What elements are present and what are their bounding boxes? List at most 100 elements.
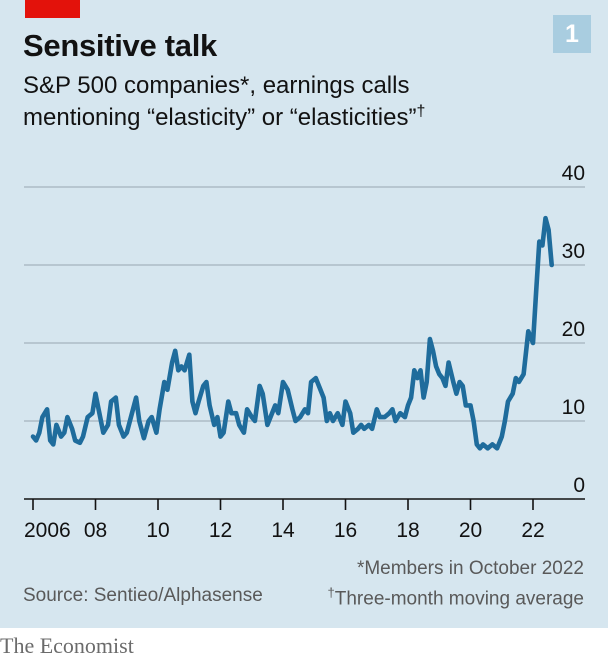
data-point (274, 404, 277, 407)
data-point (447, 361, 450, 364)
data-point (82, 435, 84, 438)
data-point (143, 437, 145, 440)
data-point (194, 412, 197, 415)
data-point (391, 408, 394, 411)
data-point (180, 365, 183, 368)
data-point (535, 291, 537, 294)
data-point (511, 392, 514, 395)
data-point (496, 447, 498, 450)
data-point (326, 420, 328, 422)
brand-red-bar (25, 0, 80, 18)
data-point (394, 420, 397, 422)
data-point (126, 431, 128, 434)
data-point (482, 443, 484, 446)
footnote-dagger: † (327, 585, 335, 600)
data-point (158, 408, 161, 411)
data-point (515, 377, 517, 379)
data-point (205, 381, 208, 383)
series-line-0 (30, 215, 554, 451)
data-point (63, 431, 66, 434)
data-point (52, 443, 55, 446)
data-point (150, 416, 153, 418)
data-point (455, 392, 458, 395)
data-point (55, 424, 58, 426)
data-point (91, 412, 94, 415)
line-chart: 0 10 20 30 40 2006 08 10 12 14 16 18 20 22 (24, 162, 585, 542)
data-point (46, 408, 48, 411)
data-point (227, 400, 230, 403)
data-point (35, 439, 37, 442)
data-point (479, 447, 481, 450)
data-point (318, 385, 320, 387)
data-point (504, 420, 506, 422)
data-point (235, 412, 237, 415)
data-point (191, 400, 194, 403)
data-point (491, 443, 494, 446)
data-point (404, 416, 406, 418)
y-tick-label: 10 (562, 396, 585, 419)
data-point (368, 424, 370, 426)
y-tick-label: 20 (562, 318, 585, 341)
x-axis: 2006 08 10 12 14 16 18 20 22 (24, 498, 585, 542)
data-point (79, 442, 81, 444)
data-point (344, 400, 347, 403)
data-point (407, 404, 409, 407)
data-point (197, 400, 200, 403)
data-point (246, 408, 248, 411)
data-point (238, 424, 240, 426)
data-point (291, 408, 294, 411)
data-point (163, 381, 166, 383)
data-point (332, 420, 334, 422)
data-point (107, 424, 109, 426)
data-point (518, 381, 520, 383)
data-point (266, 424, 269, 426)
data-point (425, 381, 428, 383)
data-point (435, 365, 437, 368)
data-point (541, 244, 544, 247)
footnote-members: *Members in October 2022 (356, 558, 584, 579)
data-point (213, 424, 215, 426)
data-point (115, 396, 117, 399)
data-point (171, 361, 173, 364)
x-tick-label: 12 (209, 519, 232, 542)
data-point (486, 447, 489, 450)
data-point (472, 420, 475, 422)
data-point (282, 381, 284, 383)
y-tick-label: 30 (562, 240, 585, 263)
data-point (166, 389, 169, 391)
data-point (413, 369, 416, 372)
data-point (349, 412, 352, 415)
y-tick-label: 40 (562, 162, 585, 185)
data-point (352, 431, 355, 434)
data-point (371, 428, 373, 430)
x-tick-label: 16 (334, 519, 357, 542)
data-point (86, 416, 89, 418)
gridlines (24, 186, 585, 422)
data-point (429, 338, 431, 340)
source-note: Source: Sentieo/Alphasense (23, 585, 263, 606)
data-point (388, 412, 391, 415)
data-point (216, 416, 219, 418)
data-point (177, 369, 180, 372)
data-point (304, 408, 306, 411)
data-point (138, 420, 141, 422)
data-point (532, 342, 534, 344)
data-point (547, 229, 550, 231)
data-point (383, 416, 386, 418)
data-point (102, 431, 105, 434)
dagger-mark: † (416, 103, 426, 120)
data-point (230, 412, 233, 415)
data-point (527, 330, 530, 333)
data-point (208, 404, 211, 407)
data-point (538, 240, 541, 243)
data-point (422, 396, 425, 399)
data-point (501, 435, 503, 438)
data-point (452, 381, 455, 383)
data-point (438, 373, 441, 376)
data-point (399, 412, 402, 415)
data-point (360, 424, 362, 426)
x-tick-label: 10 (146, 519, 169, 542)
x-tick-label: 14 (271, 519, 295, 542)
data-point (174, 350, 176, 352)
y-axis-labels: 0 10 20 30 40 (562, 162, 585, 497)
